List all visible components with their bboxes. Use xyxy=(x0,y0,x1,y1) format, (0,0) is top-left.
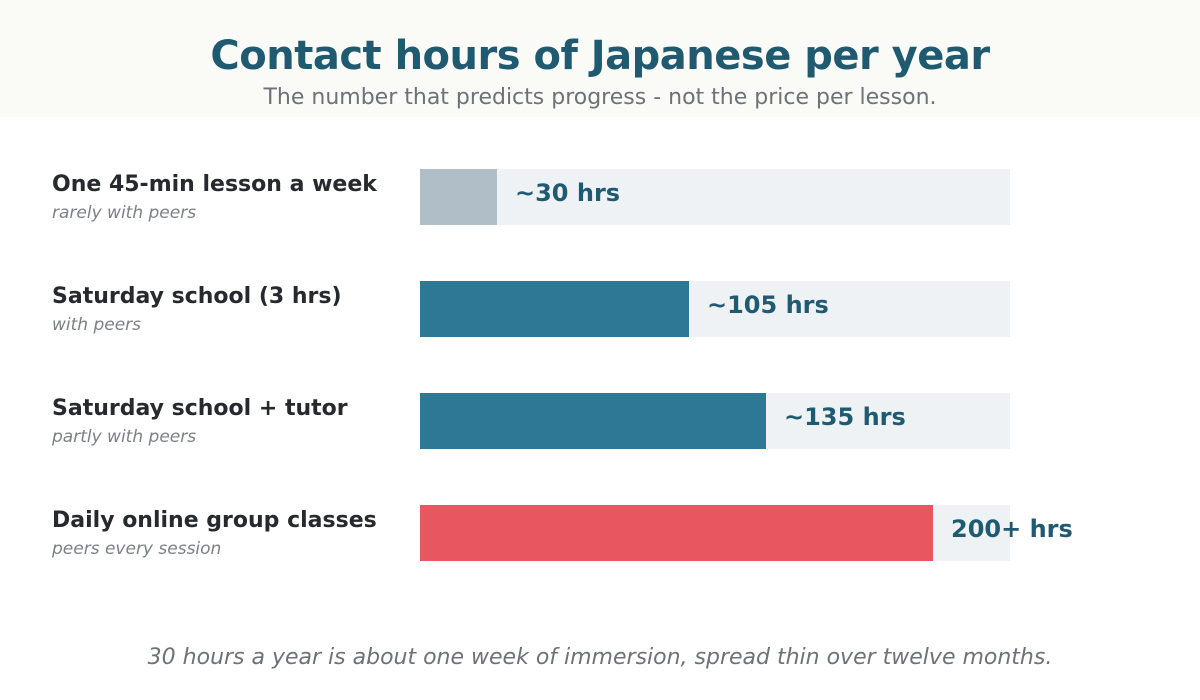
bar xyxy=(420,393,766,449)
bar xyxy=(420,505,933,561)
bar-row: Saturday school + tutor partly with peers… xyxy=(0,385,1200,465)
category-label: Saturday school (3 hrs) xyxy=(52,284,342,309)
data-label: ~30 hrs xyxy=(515,179,621,207)
category-label: Saturday school + tutor xyxy=(52,396,348,421)
bar-track xyxy=(420,393,1010,449)
category-label: Daily online group classes xyxy=(52,508,377,533)
data-label: 200+ hrs xyxy=(951,515,1073,543)
bar-track xyxy=(420,169,1010,225)
bar-row: One 45-min lesson a week rarely with peer… xyxy=(0,161,1200,241)
chart-title: Contact hours of Japanese per year xyxy=(210,33,990,79)
chart-footnote: 30 hours a year is about one week of imm… xyxy=(147,645,1053,670)
bar-track xyxy=(420,505,1010,561)
bar xyxy=(420,281,689,337)
bar-row: Saturday school (3 hrs) with peers ~105 hr… xyxy=(0,273,1200,353)
chart-subtitle: The number that predicts progress - not … xyxy=(263,85,937,110)
data-label: ~105 hrs xyxy=(707,291,829,319)
bar-row: Daily online group classes peers every se… xyxy=(0,497,1200,577)
category-sublabel: partly with peers xyxy=(52,427,197,447)
header: Contact hours of Japanese per year The n… xyxy=(0,0,1200,117)
category-sublabel: with peers xyxy=(52,315,142,335)
bar xyxy=(420,169,497,225)
bar-track xyxy=(420,281,1010,337)
category-sublabel: rarely with peers xyxy=(52,203,197,223)
category-label: One 45-min lesson a week xyxy=(52,172,377,197)
data-label: ~135 hrs xyxy=(784,403,906,431)
category-sublabel: peers every session xyxy=(52,539,222,559)
